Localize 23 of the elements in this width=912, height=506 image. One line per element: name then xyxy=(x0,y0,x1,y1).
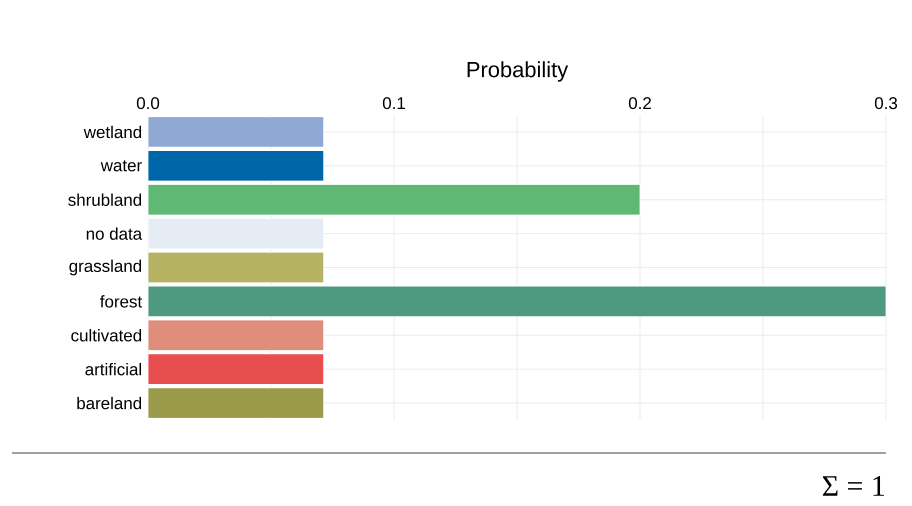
bar xyxy=(148,150,324,182)
x-tick-label: 0.3 xyxy=(874,97,898,110)
bar xyxy=(148,252,324,284)
x-axis-title: Probability xyxy=(468,61,568,82)
bar xyxy=(148,354,324,385)
bar xyxy=(148,286,886,318)
y-tick-label: shrubland xyxy=(68,194,142,206)
bar xyxy=(148,387,324,419)
bar xyxy=(148,184,640,216)
y-tick-label: artificial xyxy=(85,362,142,376)
y-tick-label: bareland xyxy=(77,396,142,410)
bar xyxy=(148,116,324,148)
y-tick-label: no data xyxy=(86,227,142,240)
text: Σ = 1 xyxy=(822,476,884,496)
y-tick-label: grassland xyxy=(69,260,142,276)
y-tick-label: wetland xyxy=(84,126,142,138)
x-tick-label: 0.1 xyxy=(382,97,405,110)
y-tick-label: water xyxy=(100,160,142,172)
bar xyxy=(148,320,324,351)
y-tick-label: forest xyxy=(100,295,142,308)
x-tick-label: 0.2 xyxy=(628,97,651,110)
y-tick-label: cultivated xyxy=(71,329,142,342)
x-tick-label: 0.0 xyxy=(136,97,160,110)
